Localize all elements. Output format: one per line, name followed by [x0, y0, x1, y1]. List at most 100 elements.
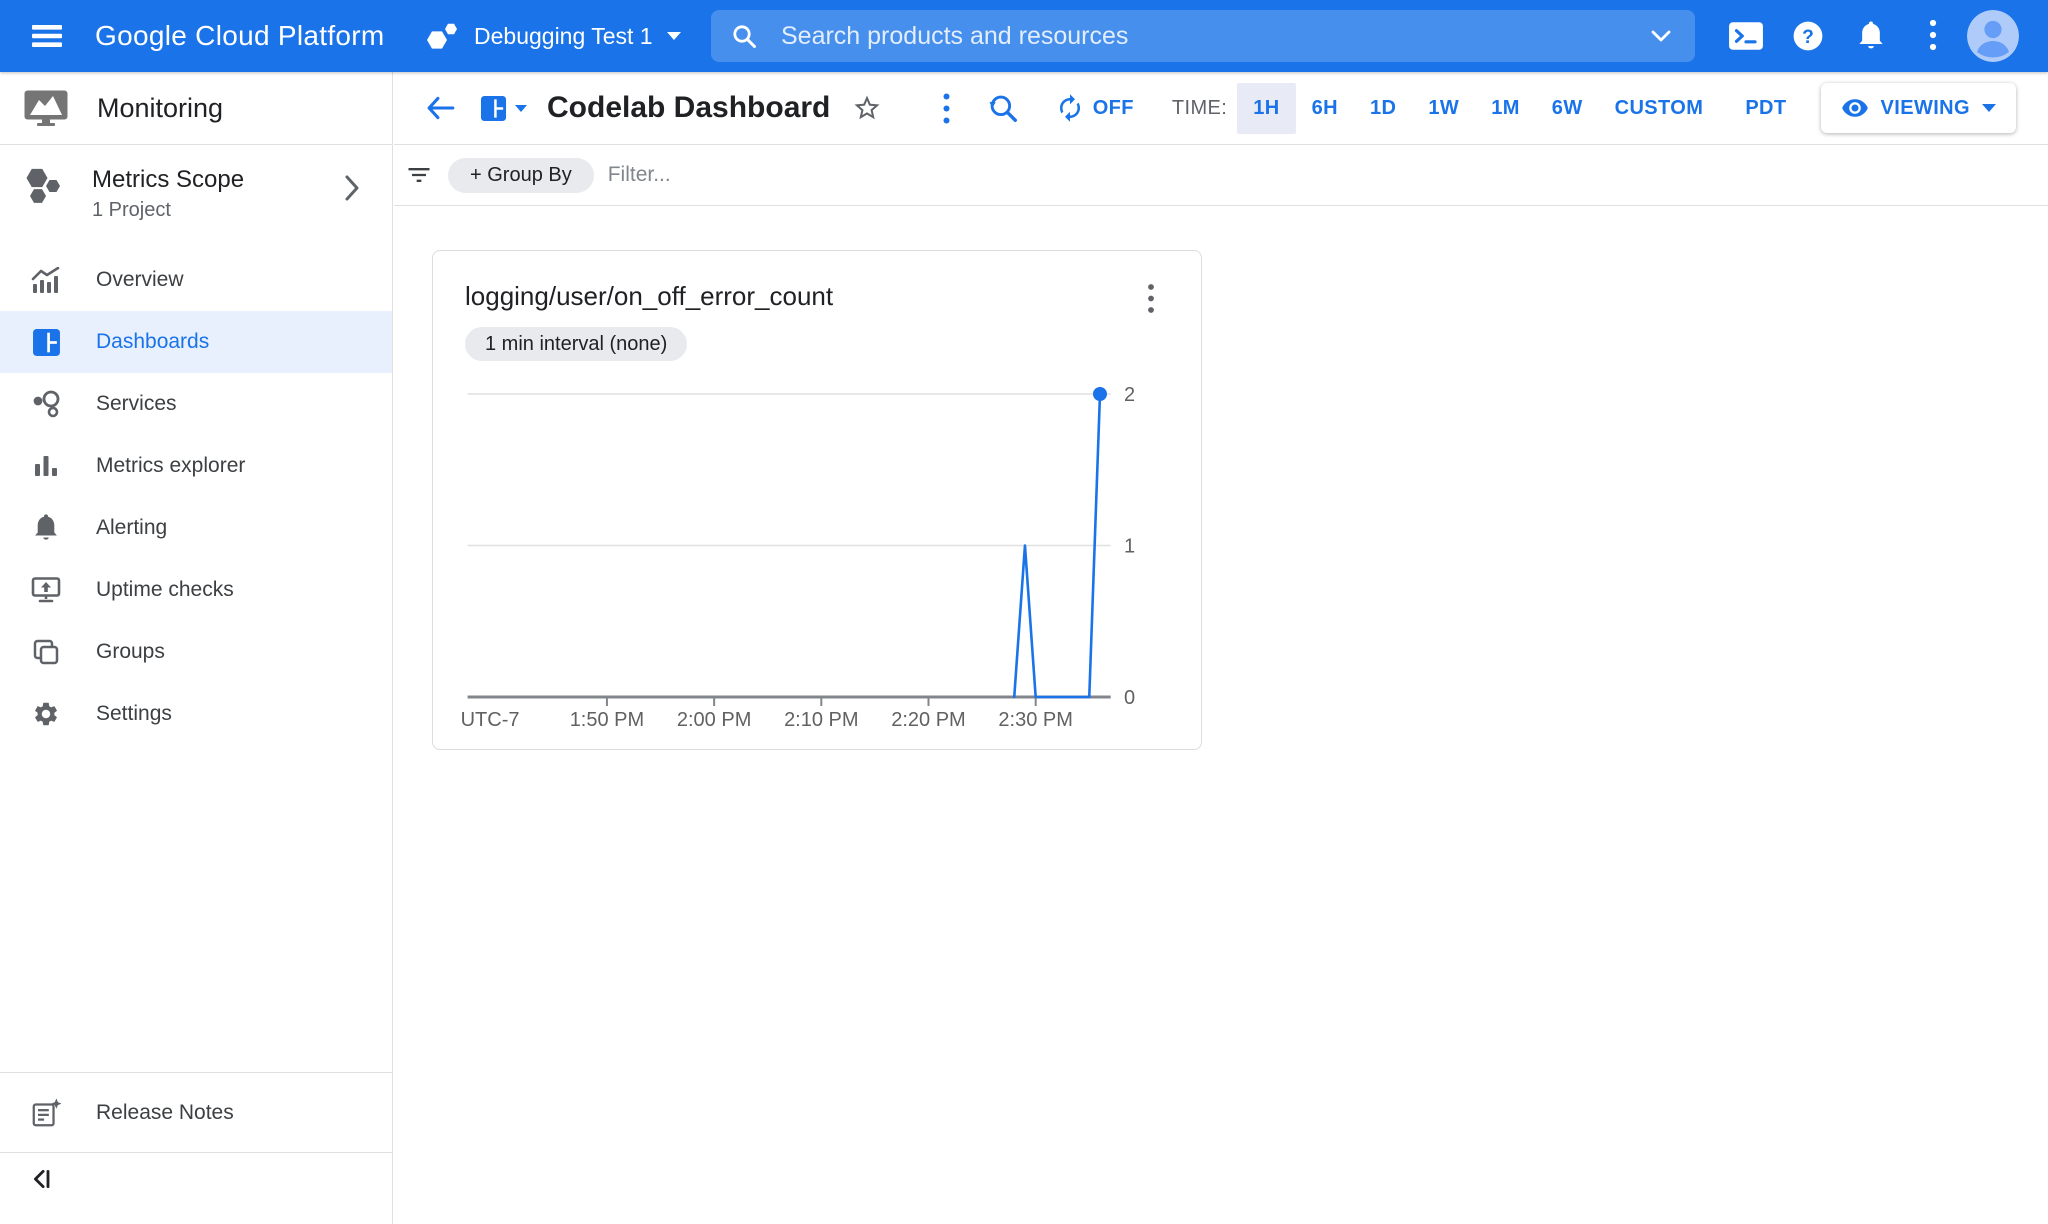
viewing-mode-button[interactable]: VIEWING — [1820, 83, 2016, 133]
star-outline-icon — [854, 95, 880, 120]
dashboard-content: logging/user/on_off_error_count 1 min in… — [394, 206, 2048, 1224]
more-vert-icon — [943, 93, 950, 123]
chart-menu-button[interactable] — [1141, 277, 1161, 321]
filter-icon — [408, 168, 430, 182]
svg-text:1:50 PM: 1:50 PM — [570, 709, 644, 731]
top-app-bar: Google Cloud Platform Debugging Test 1 — [0, 0, 2048, 72]
project-name: Debugging Test 1 — [474, 22, 653, 49]
menu-icon[interactable] — [30, 20, 64, 52]
sidebar: Monitoring Metrics Scope 1 Project — [0, 72, 393, 1224]
favorite-button[interactable] — [846, 87, 888, 129]
svg-text:2:30 PM: 2:30 PM — [998, 709, 1072, 731]
auto-refresh-icon — [1059, 94, 1080, 122]
svg-text:2:20 PM: 2:20 PM — [891, 709, 965, 731]
sidebar-item-alerting[interactable]: Alerting — [0, 497, 392, 559]
dashboard-more-button[interactable] — [936, 86, 957, 131]
sidebar-item-label: Uptime checks — [96, 578, 234, 601]
time-range-1d[interactable]: 1D — [1370, 96, 1397, 119]
more-options-button[interactable] — [1911, 0, 1955, 72]
time-range-6h[interactable]: 6H — [1311, 96, 1339, 119]
metrics-scope-selector[interactable]: Metrics Scope 1 Project — [0, 145, 392, 249]
gcp-logo[interactable]: Google Cloud Platform — [95, 20, 385, 51]
help-button[interactable]: ? — [1786, 0, 1830, 72]
chart-card: logging/user/on_off_error_count 1 min in… — [432, 250, 1202, 750]
sidebar-item-overview[interactable]: Overview — [0, 249, 392, 311]
chart-title: logging/user/on_off_error_count — [465, 281, 834, 311]
settings-gear-icon — [30, 700, 62, 728]
time-range-1h[interactable]: 1H — [1237, 82, 1296, 134]
svg-text:2:10 PM: 2:10 PM — [784, 709, 858, 731]
project-selector[interactable]: Debugging Test 1 — [424, 16, 681, 56]
metrics-scope-icon — [26, 168, 60, 203]
dashboard-grid-icon — [480, 95, 507, 121]
sidebar-item-label: Alerting — [96, 516, 168, 539]
monitoring-product-icon — [24, 90, 68, 126]
filter-input[interactable] — [607, 163, 908, 187]
sidebar-item-dashboards[interactable]: Dashboards — [0, 311, 392, 373]
back-button[interactable] — [418, 86, 462, 130]
metrics-scope-title: Metrics Scope — [92, 166, 245, 193]
time-range-group: 1H 6H 1D 1W 1M 6W CUSTOM — [1237, 82, 1719, 134]
alerting-icon — [30, 513, 62, 543]
search-input[interactable] — [781, 21, 1651, 51]
cloud-shell-icon — [1729, 22, 1763, 50]
hamburger-icon — [32, 25, 62, 47]
project-hexagons-icon — [427, 23, 457, 49]
group-by-button[interactable]: + Group By — [448, 157, 594, 193]
notifications-button[interactable] — [1849, 0, 1893, 72]
sidebar-item-groups[interactable]: Groups — [0, 621, 392, 683]
more-vert-icon — [1929, 19, 1937, 51]
time-range-1w[interactable]: 1W — [1428, 96, 1460, 119]
time-range-1m[interactable]: 1M — [1491, 96, 1520, 119]
sidebar-item-release-notes[interactable]: Release Notes — [0, 1072, 392, 1153]
zoom-time-button[interactable] — [981, 86, 1025, 130]
caret-down-icon — [666, 32, 681, 40]
dashboards-icon — [30, 328, 62, 357]
avatar-person-icon — [1967, 10, 2019, 62]
filter-bar: + Group By — [394, 145, 2048, 206]
sidebar-item-uptime-checks[interactable]: Uptime checks — [0, 559, 392, 621]
product-header: Monitoring — [0, 72, 392, 145]
line-chart[interactable]: 0 1 2 1:50 PM 2:00 PM 2:10 PM 2:20 PM 2:30 PM UT… — [433, 379, 1201, 749]
collapse-sidebar-button[interactable] — [30, 1167, 54, 1194]
sidebar-item-services[interactable]: Services — [0, 373, 392, 435]
svg-text:0: 0 — [1124, 687, 1135, 709]
dashboard-switcher[interactable] — [480, 95, 527, 122]
metrics-scope-subtitle: 1 Project — [92, 199, 171, 221]
product-name: Monitoring — [97, 92, 224, 123]
sidebar-item-label: Metrics explorer — [96, 454, 246, 477]
time-range-6w[interactable]: 6W — [1551, 96, 1583, 119]
time-label: TIME: — [1171, 96, 1228, 119]
help-icon: ? — [1793, 21, 1823, 51]
eye-icon — [1841, 99, 1868, 117]
services-icon — [30, 389, 62, 419]
chevron-right-icon — [345, 175, 359, 201]
page-title: Codelab Dashboard — [547, 91, 831, 124]
time-range-custom[interactable]: CUSTOM — [1614, 96, 1704, 119]
account-avatar[interactable] — [1967, 10, 2019, 62]
search-bar[interactable] — [711, 10, 1695, 62]
sidebar-item-settings[interactable]: Settings — [0, 683, 392, 745]
back-arrow-icon — [427, 96, 455, 120]
svg-text:2: 2 — [1124, 384, 1135, 406]
collapse-panel-icon — [34, 1169, 50, 1189]
sidebar-item-label: Groups — [96, 640, 165, 663]
search-icon — [733, 25, 756, 48]
sidebar-item-label: Dashboards — [96, 330, 210, 353]
cloud-shell-button[interactable] — [1724, 0, 1768, 72]
auto-refresh-toggle[interactable]: OFF — [1055, 93, 1134, 123]
sidebar-item-label: Overview — [96, 268, 184, 291]
timezone-button[interactable]: PDT — [1745, 96, 1787, 119]
dashboard-toolbar: Codelab Dashboard — [394, 72, 2048, 145]
auto-refresh-state: OFF — [1092, 96, 1134, 119]
bell-icon — [1859, 21, 1883, 49]
svg-text:UTC-7: UTC-7 — [461, 709, 520, 731]
chevron-down-icon[interactable] — [1651, 30, 1671, 42]
interval-chip[interactable]: 1 min interval (none) — [465, 327, 688, 361]
release-notes-label: Release Notes — [96, 1100, 234, 1124]
sidebar-item-metrics-explorer[interactable]: Metrics explorer — [0, 435, 392, 497]
more-vert-icon — [1148, 284, 1154, 313]
uptime-checks-icon — [30, 576, 62, 604]
release-notes-icon — [30, 1097, 62, 1129]
